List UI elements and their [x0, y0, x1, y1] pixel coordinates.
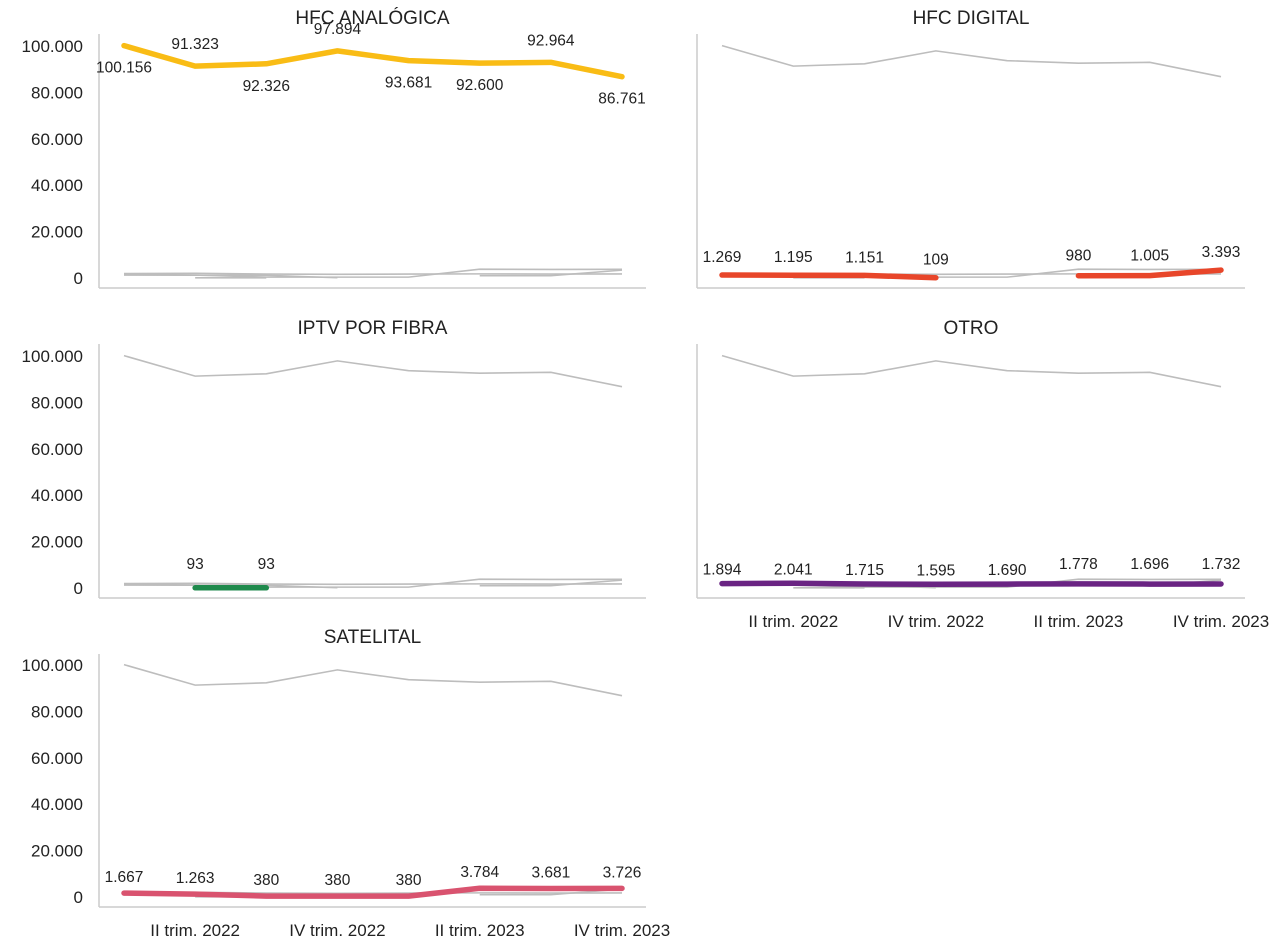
panel-otro: OTRO 1.894 2.041 1.715 1.595 1.690 1.778 1.696 1… — [696, 318, 1269, 631]
y-tick-label: 0 — [74, 269, 83, 288]
panel-iptv-por-fibra: IPTV POR FIBRA 0 20.000 40.000 60.000 80.000 1… — [22, 318, 646, 599]
data-label: 1.263 — [176, 870, 215, 887]
data-label: 86.761 — [598, 91, 645, 108]
y-tick-label: 20.000 — [31, 533, 83, 552]
data-label: 1.732 — [1202, 556, 1241, 573]
data-label: 1.269 — [703, 249, 742, 266]
x-tick-label: II trim. 2022 — [150, 921, 240, 940]
series-line-hfc-digital — [719, 272, 939, 281]
y-tick-label: 60.000 — [31, 749, 83, 768]
data-label: 1.690 — [988, 562, 1027, 579]
context-line-otro — [123, 272, 623, 276]
y-tick-label: 100.000 — [22, 347, 83, 366]
y-tick-label: 0 — [74, 579, 83, 598]
data-label: 91.323 — [171, 36, 218, 53]
panel-title-iptv-por-fibra: IPTV POR FIBRA — [298, 318, 448, 339]
data-label: 2.041 — [774, 561, 813, 578]
data-label: 980 — [1065, 248, 1091, 265]
data-label: 1.894 — [703, 562, 742, 579]
context-line-hfc-digital — [479, 269, 623, 277]
y-tick-label: 20.000 — [31, 223, 83, 242]
x-tick-label: IV trim. 2023 — [574, 921, 670, 940]
y-tick-label: 20.000 — [31, 842, 83, 861]
data-label: 1.005 — [1130, 248, 1169, 265]
data-label: 1.595 — [916, 562, 955, 579]
context-line-otro — [123, 582, 623, 586]
x-tick-label: IV trim. 2022 — [289, 921, 385, 940]
data-label: 1.151 — [845, 249, 884, 266]
data-label: 380 — [253, 872, 279, 889]
series-line-otro — [719, 580, 1224, 588]
data-label: 100.156 — [96, 60, 152, 77]
data-label: 92.600 — [456, 77, 504, 94]
y-tick-label: 40.000 — [31, 795, 83, 814]
x-tick-label: IV trim. 2023 — [1173, 612, 1269, 631]
data-label: 1.696 — [1130, 556, 1169, 573]
data-label: 380 — [324, 872, 350, 889]
y-tick-label: 80.000 — [31, 393, 83, 412]
x-tick-label: IV trim. 2022 — [888, 612, 984, 631]
y-tick-label: 100.000 — [22, 656, 83, 675]
data-label: 93 — [258, 556, 275, 573]
context-line-hfc-analogica — [123, 354, 623, 388]
y-tick-label: 80.000 — [31, 83, 83, 102]
y-tick-label: 60.000 — [31, 440, 83, 459]
data-label: 93.681 — [385, 75, 432, 92]
data-label: 1.195 — [774, 249, 813, 266]
data-label: 109 — [923, 252, 949, 269]
data-label: 3.726 — [603, 864, 642, 881]
y-tick-label: 60.000 — [31, 130, 83, 149]
y-tick-label: 40.000 — [31, 486, 83, 505]
data-label: 93 — [187, 556, 204, 573]
data-label: 1.667 — [105, 869, 144, 886]
y-tick-label: 80.000 — [31, 702, 83, 721]
panel-title-hfc-analogica: HFC ANALÓGICA — [295, 7, 449, 29]
panel-hfc-digital: HFC DIGITAL 1.269 1.195 1.151 109 980 1.005 3.3… — [696, 8, 1245, 289]
panel-satelital: SATELITAL 0 20.000 40.000 60.000 80.000 100.00… — [22, 627, 671, 940]
data-label: 1.778 — [1059, 556, 1098, 573]
data-label: 97.894 — [314, 21, 362, 38]
context-line-hfc-analogica — [123, 663, 623, 697]
data-label: 3.784 — [460, 864, 499, 881]
context-line-satelital — [123, 268, 623, 278]
series-line-hfc-analogica — [121, 42, 625, 80]
panel-title-satelital: SATELITAL — [324, 627, 422, 648]
context-line-hfc-analogica — [721, 44, 1222, 78]
panel-title-otro: OTRO — [944, 318, 999, 339]
x-tick-label: II trim. 2023 — [435, 921, 525, 940]
panel-title-hfc-digital: HFC DIGITAL — [913, 8, 1030, 29]
y-tick-label: 0 — [74, 888, 83, 907]
data-label: 92.964 — [527, 32, 575, 49]
data-label: 3.681 — [531, 864, 570, 881]
data-label: 1.715 — [845, 562, 884, 579]
x-tick-label: II trim. 2022 — [748, 612, 838, 631]
series-line-satelital — [121, 885, 625, 899]
x-tick-label: II trim. 2023 — [1034, 612, 1124, 631]
data-label: 380 — [396, 872, 422, 889]
series-line-hfc-digital — [1075, 267, 1224, 279]
y-tick-label: 40.000 — [31, 176, 83, 195]
context-line-hfc-analogica — [721, 354, 1222, 388]
y-tick-label: 100.000 — [22, 37, 83, 56]
data-label: 3.393 — [1202, 244, 1241, 261]
context-line-hfc-digital — [479, 579, 623, 587]
panel-hfc-analogica: HFC ANALÓGICA 0 20.000 40.000 60.000 80.000 10… — [22, 7, 646, 289]
data-label: 92.326 — [243, 78, 290, 95]
